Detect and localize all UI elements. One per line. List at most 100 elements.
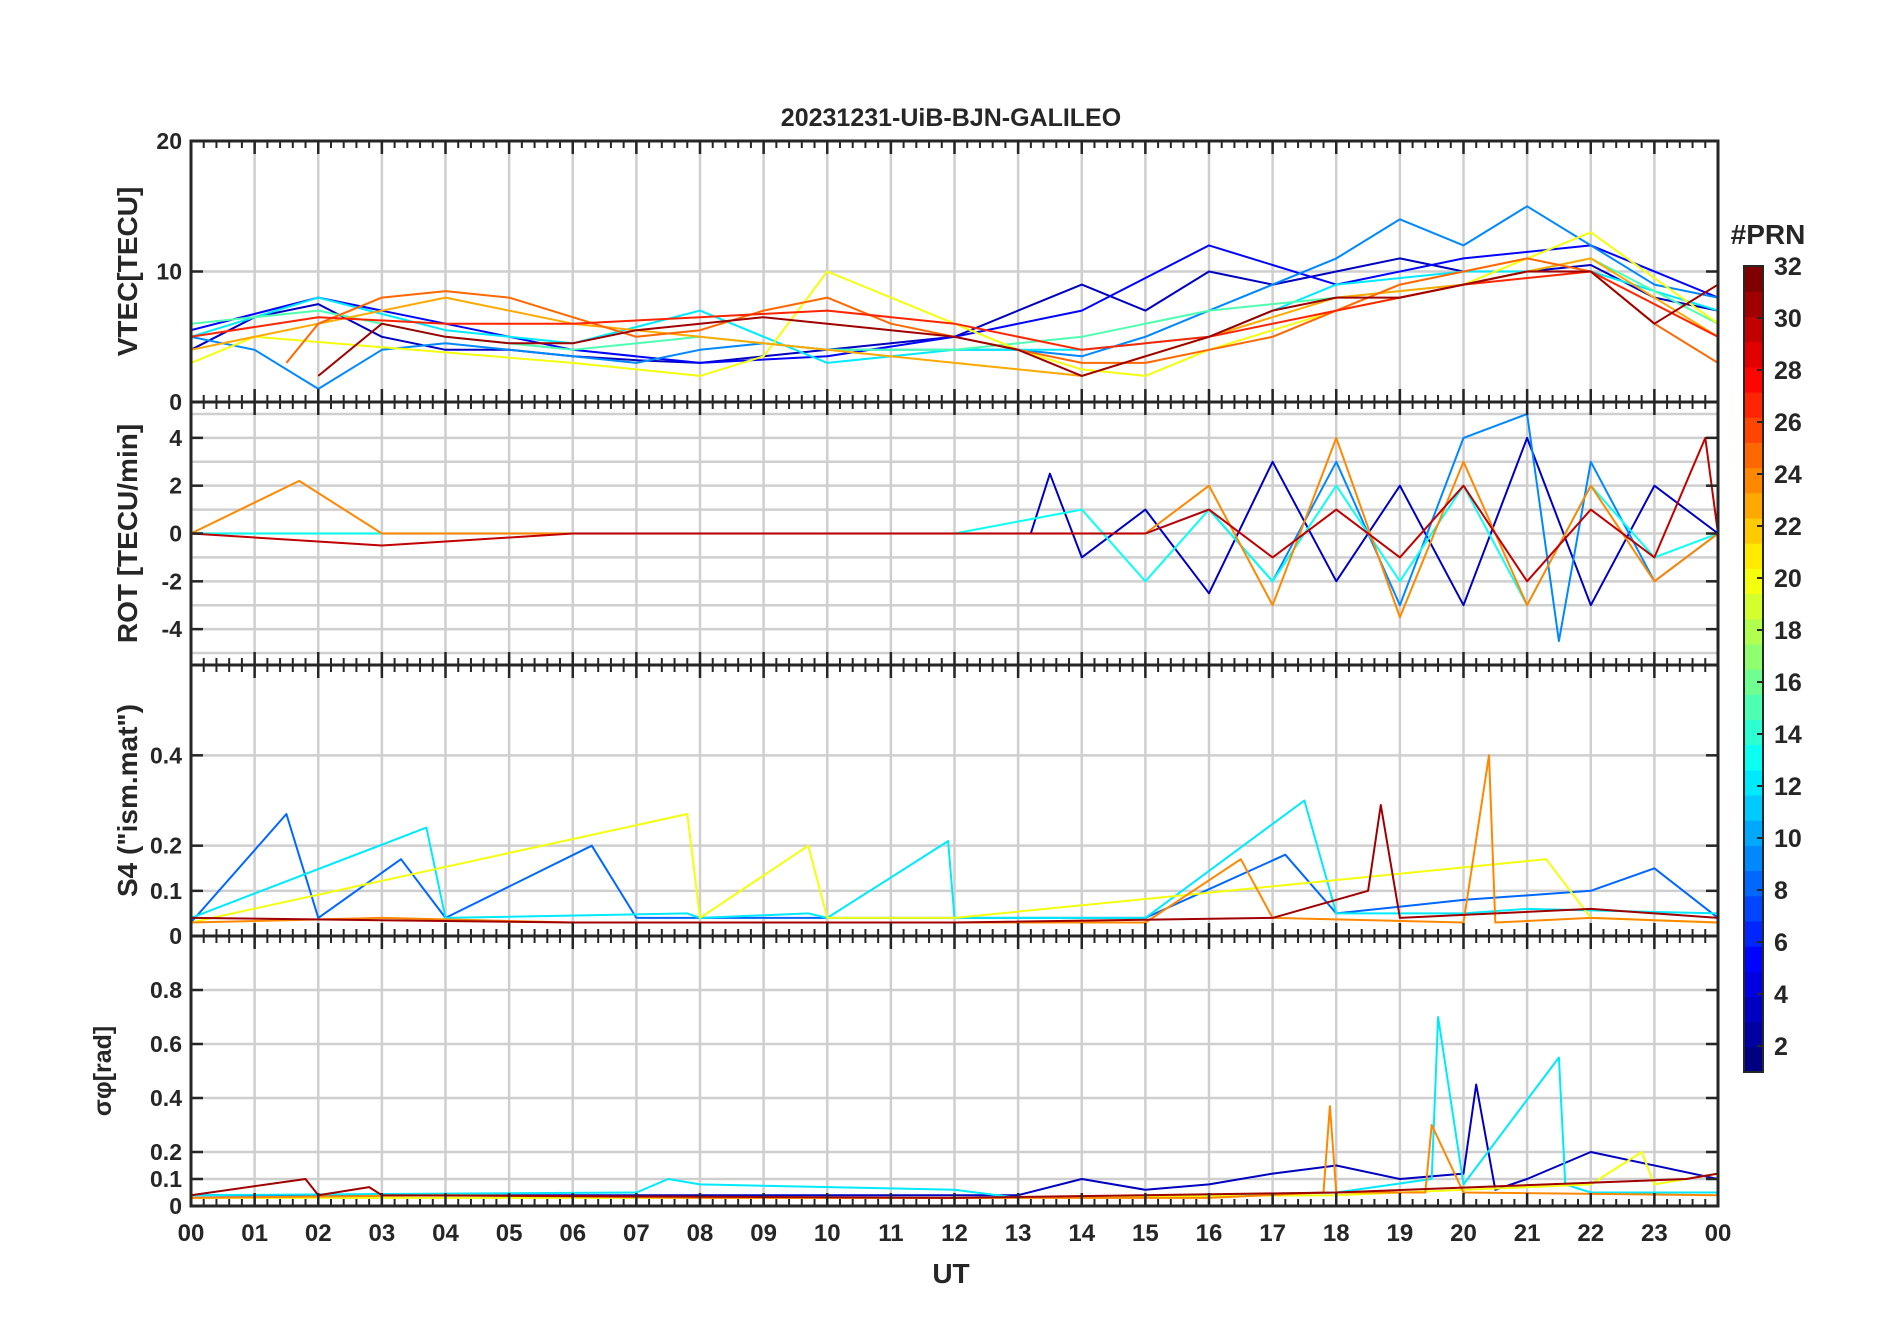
y-axis-label: S4 ("ism.mat") xyxy=(112,704,143,897)
colorbar-swatch xyxy=(1744,920,1763,947)
y-tick-label: 2 xyxy=(169,473,182,499)
colorbar-tick-label: 24 xyxy=(1774,461,1802,489)
y-tick-label: 0.1 xyxy=(150,878,182,904)
colorbar-swatch xyxy=(1744,316,1763,343)
series-layer xyxy=(191,754,1718,924)
colorbar-tick-label: 20 xyxy=(1774,565,1802,593)
x-tick-label: 02 xyxy=(305,1220,332,1247)
y-tick-label: 0 xyxy=(169,521,182,547)
colorbar-frame xyxy=(1743,265,1764,1073)
colorbar-swatch xyxy=(1744,669,1763,695)
y-tick-label: 0.4 xyxy=(150,742,182,768)
colorbar-swatch xyxy=(1744,845,1763,872)
colorbar-tick-label: 8 xyxy=(1774,877,1788,905)
x-tick-label: 22 xyxy=(1577,1220,1604,1247)
y-tick-label: -2 xyxy=(162,568,182,594)
colorbar-swatch xyxy=(1744,694,1763,720)
colorbar-swatch xyxy=(1744,946,1763,972)
colorbar-tick-label: 32 xyxy=(1774,253,1802,281)
panel-4: 00.10.2 0.4 0.6 0.8 σφ[rad] xyxy=(89,934,1720,1219)
colorbar-tick-label: 6 xyxy=(1774,929,1788,957)
colorbar-swatch xyxy=(1744,366,1763,393)
colorbar-swatch xyxy=(1744,1021,1763,1048)
colorbar-swatch xyxy=(1744,996,1763,1023)
x-tick-label: 21 xyxy=(1514,1220,1541,1247)
colorbar-swatch xyxy=(1744,593,1763,620)
x-tick-label: 14 xyxy=(1068,1220,1095,1247)
x-tick-label: 03 xyxy=(369,1220,396,1247)
panel-2: -4 -2 0 2 4 ROT [TECU/min] xyxy=(112,400,1720,667)
colorbar-swatch xyxy=(1744,266,1763,292)
series-prn-12 xyxy=(191,1016,1718,1199)
x-tick-label: 00 xyxy=(1705,1220,1732,1247)
colorbar-tick-label: 22 xyxy=(1774,513,1802,541)
y-tick-label: 0.2 xyxy=(150,833,182,859)
colorbar-swatch xyxy=(1744,568,1763,595)
x-tick-label: 00 xyxy=(178,1220,205,1247)
colorbar-swatch xyxy=(1744,517,1763,544)
x-tick-label: 23 xyxy=(1641,1220,1668,1247)
colorbar-swatch xyxy=(1744,769,1763,796)
series-prn-30 xyxy=(191,436,1718,583)
y-tick-label: 0.6 xyxy=(150,1031,182,1057)
colorbar-tick-label: 10 xyxy=(1774,825,1802,853)
y-axis-label: ROT [TECU/min] xyxy=(112,424,143,643)
colorbar-swatch xyxy=(1744,895,1763,922)
colorbar-tick-label: 12 xyxy=(1774,773,1802,801)
colorbar-swatch xyxy=(1744,1046,1763,1073)
y-tick-label: 0 xyxy=(169,389,182,415)
colorbar-swatch xyxy=(1744,744,1763,771)
chart-title: 20231231-UiB-BJN-GALILEO xyxy=(781,104,1121,132)
colorbar-swatch xyxy=(1744,341,1763,368)
colorbar-tick-label: 16 xyxy=(1774,669,1802,697)
colorbar-tick-label: 30 xyxy=(1774,305,1802,333)
colorbar-tick-label: 2 xyxy=(1774,1033,1788,1061)
y-axis-label: σφ[rad] xyxy=(89,1026,117,1117)
colorbar-tick-label: 28 xyxy=(1774,357,1802,385)
y-tick-label: 0 xyxy=(169,923,182,949)
x-tick-label: 13 xyxy=(1005,1220,1032,1247)
colorbar-label: #PRN xyxy=(1731,219,1806,250)
x-tick-label: 09 xyxy=(750,1220,777,1247)
x-axis-label: UT xyxy=(932,1258,969,1289)
x-tick-label: 10 xyxy=(814,1220,841,1247)
colorbar-swatch xyxy=(1744,643,1763,670)
colorbar-swatch xyxy=(1744,391,1763,418)
x-tick-label: 04 xyxy=(432,1220,459,1247)
x-tick-label: 19 xyxy=(1387,1220,1414,1247)
colorbar-tick-label: 4 xyxy=(1774,981,1788,1009)
y-tick-label: 20 xyxy=(156,128,182,154)
y-tick-label: 0.8 xyxy=(150,977,182,1003)
x-tick-label: 17 xyxy=(1259,1220,1286,1247)
colorbar-swatch xyxy=(1744,618,1763,645)
y-axis-label: VTEC[TECU] xyxy=(112,187,143,357)
x-tick-label: 18 xyxy=(1323,1220,1350,1247)
x-tick-label: 20 xyxy=(1450,1220,1477,1247)
colorbar-tick-label: 14 xyxy=(1774,721,1802,749)
colorbar-swatch xyxy=(1744,794,1763,821)
y-tick-label: 0 xyxy=(169,1193,182,1219)
x-tick-label: 11 xyxy=(878,1220,903,1247)
y-tick-label: -4 xyxy=(162,616,183,642)
series-prn-12 xyxy=(191,799,1718,919)
x-tick-label: 06 xyxy=(559,1220,586,1247)
colorbar-swatch xyxy=(1744,492,1763,519)
colorbar-tick-label: 26 xyxy=(1774,409,1802,437)
colorbar-swatch xyxy=(1744,543,1763,569)
series-prn-3 xyxy=(191,1083,1718,1197)
colorbar-swatch xyxy=(1744,971,1763,998)
y-tick-label: 4 xyxy=(169,425,182,451)
colorbar-swatch xyxy=(1744,719,1763,746)
series-prn-20 xyxy=(191,813,1718,924)
series-layer xyxy=(191,205,1718,390)
x-tick-label: 05 xyxy=(496,1220,523,1247)
series-prn-31 xyxy=(317,270,1718,377)
y-tick-label: 0.1 xyxy=(150,1166,182,1192)
colorbar-swatch xyxy=(1744,417,1763,443)
colorbar-tick-label: 18 xyxy=(1774,617,1802,645)
colorbar-swatch xyxy=(1744,442,1763,469)
series-layer xyxy=(191,413,1718,643)
